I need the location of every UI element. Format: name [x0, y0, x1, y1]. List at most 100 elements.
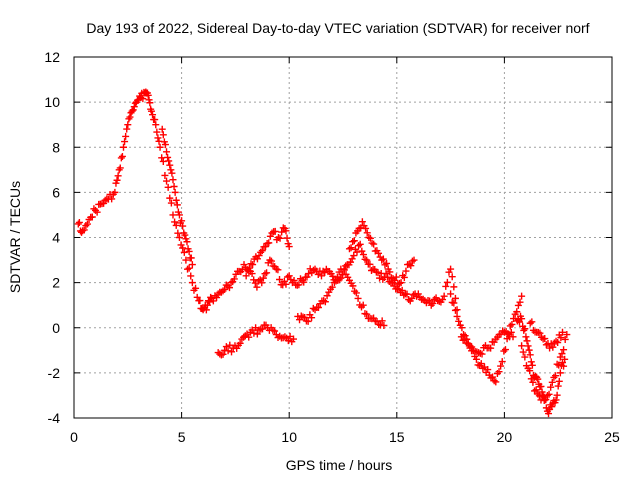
data-point — [362, 224, 370, 232]
data-point — [262, 243, 270, 251]
data-point — [328, 283, 336, 291]
data-point — [518, 315, 526, 323]
data-point — [542, 341, 550, 349]
data-point — [490, 377, 498, 385]
data-point — [349, 282, 357, 290]
data-point — [555, 361, 563, 369]
data-point — [253, 283, 261, 291]
data-point — [337, 265, 345, 273]
data-point — [168, 169, 176, 177]
data-point — [144, 91, 152, 99]
data-point — [419, 295, 427, 303]
data-point — [166, 194, 174, 202]
data-point — [119, 143, 127, 151]
data-point — [510, 315, 518, 323]
data-point — [498, 358, 506, 366]
data-point — [375, 249, 383, 257]
data-point — [309, 266, 317, 274]
data-point — [558, 350, 566, 358]
data-point — [479, 364, 487, 372]
series-mid-wave — [294, 265, 388, 329]
series-mid-wave-2 — [345, 218, 418, 288]
data-point — [410, 256, 418, 264]
data-point — [407, 262, 415, 270]
data-point — [453, 312, 461, 320]
data-point — [349, 238, 357, 246]
data-point — [392, 273, 400, 281]
data-point — [75, 218, 83, 226]
y-axis-title: SDTVAR / TECUs — [7, 181, 23, 293]
data-point — [518, 342, 526, 350]
data-point — [506, 322, 514, 330]
data-point — [500, 347, 508, 355]
data-point — [395, 285, 403, 293]
data-point — [255, 252, 263, 260]
data-point — [172, 221, 180, 229]
y-tick-label: 6 — [52, 184, 60, 200]
data-point — [468, 343, 476, 351]
data-point — [323, 292, 331, 300]
data-point — [531, 387, 539, 395]
data-point — [285, 272, 293, 280]
data-point — [166, 161, 174, 169]
data-point — [221, 285, 229, 293]
data-point — [225, 284, 233, 292]
data-point — [206, 298, 214, 306]
x-axis-title: GPS time / hours — [286, 457, 393, 473]
data-point — [169, 176, 177, 184]
data-point — [177, 241, 185, 249]
data-point — [524, 342, 532, 350]
data-point — [525, 346, 533, 354]
data-point — [124, 121, 132, 129]
data-point — [178, 217, 186, 225]
data-point — [560, 362, 568, 370]
data-point — [266, 256, 274, 264]
data-point — [213, 294, 221, 302]
data-point — [184, 265, 192, 273]
series-late-pass — [447, 290, 526, 386]
data-point — [163, 177, 171, 185]
y-tick-label: 0 — [52, 320, 60, 336]
data-point — [409, 291, 417, 299]
data-point — [398, 286, 406, 294]
data-point — [274, 234, 282, 241]
data-point — [164, 183, 172, 191]
data-point — [521, 353, 529, 361]
data-point — [263, 269, 271, 277]
chart-title: Day 193 of 2022, Sidereal Day-to-day VTE… — [86, 20, 589, 36]
data-point — [228, 348, 236, 356]
data-point — [380, 321, 388, 329]
data-point — [382, 270, 390, 278]
data-point — [347, 258, 355, 266]
data-point — [497, 362, 505, 370]
data-point — [429, 299, 437, 307]
data-point — [241, 332, 249, 340]
data-point — [297, 312, 305, 320]
data-point — [490, 338, 498, 346]
data-point — [370, 240, 378, 248]
data-point — [554, 339, 562, 347]
data-point — [128, 107, 136, 115]
data-point — [365, 234, 373, 241]
data-point — [258, 247, 266, 255]
data-point — [153, 128, 161, 136]
data-point — [450, 299, 458, 307]
data-point — [179, 222, 187, 230]
data-point — [545, 390, 553, 398]
data-point — [548, 403, 556, 411]
data-point — [250, 329, 258, 337]
data-point — [117, 154, 125, 162]
data-point — [101, 196, 109, 204]
data-point — [167, 166, 175, 174]
data-point — [158, 154, 166, 162]
data-point — [430, 295, 438, 303]
data-point — [171, 218, 179, 226]
data-point — [303, 273, 311, 281]
data-point — [442, 282, 450, 290]
data-point — [543, 391, 551, 399]
data-point — [272, 265, 280, 273]
data-point — [521, 325, 529, 333]
data-point — [359, 301, 367, 309]
data-point — [257, 248, 265, 256]
data-point — [163, 148, 171, 156]
